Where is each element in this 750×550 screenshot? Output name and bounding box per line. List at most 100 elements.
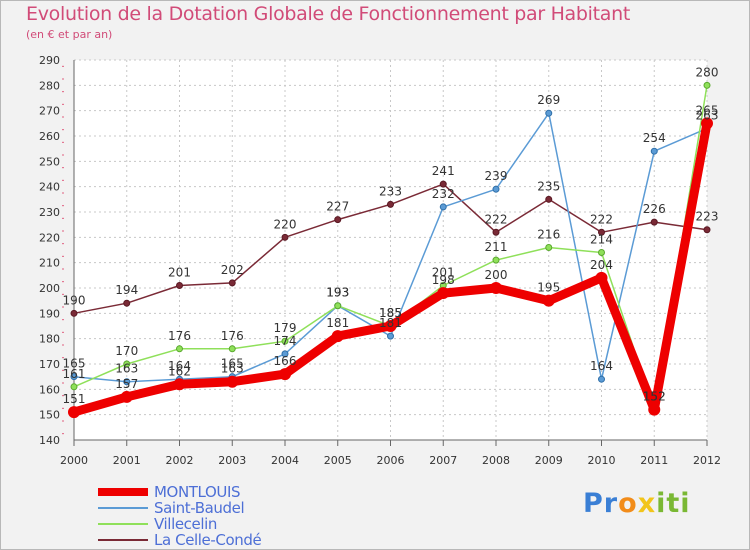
data-point-la-celle-conde [492,228,500,236]
x-tick-label: 2006 [377,454,405,467]
data-label-montlouis: 200 [485,268,508,282]
data-label-montlouis: 151 [63,392,86,406]
legend-swatch-villecelin [98,523,148,525]
x-tick-label: 2004 [271,454,299,467]
data-point-villecelin [228,345,236,353]
data-point-montlouis [120,390,133,403]
data-label-layer: 190 194 201 202 220 227 233 241 222 235 222 226 223 1… [63,65,719,406]
data-point-montlouis [384,320,397,332]
legend-swatch-montlouis [98,488,148,496]
data-label-la-celle-conde: 201 [168,265,191,279]
data-label-villecelin: 185 [379,306,402,320]
x-tick-label: 2011 [640,454,668,467]
x-tick-label: 2010 [588,454,616,467]
series-layer [68,81,713,419]
data-point-la-celle-conde [703,226,711,234]
axis-layer: 1401501601701801902002102202302402502602… [39,54,721,467]
data-point-montlouis [226,375,239,388]
data-label-saint-baudel: 164 [168,359,191,373]
data-label-la-celle-conde: 220 [274,217,297,231]
y-tick-label: 230 [39,206,60,219]
x-tick-label: 2007 [429,454,457,467]
legend-swatch-saint-baudel [98,507,148,509]
data-point-montlouis [68,406,80,419]
data-label-montlouis: 166 [274,354,297,368]
data-point-villecelin [123,360,131,368]
data-point-montlouis [437,287,450,300]
data-point-saint-baudel [650,147,658,155]
data-point-la-celle-conde [281,233,289,241]
data-label-villecelin: 214 [590,233,613,247]
data-label-villecelin: 201 [432,265,455,279]
data-point-villecelin [545,243,553,251]
data-point-montlouis [595,271,608,284]
data-label-villecelin: 179 [274,321,297,335]
data-label-saint-baudel: 193 [326,286,349,300]
data-label-la-celle-conde: 190 [63,293,86,307]
logo-letter: i [656,488,667,519]
data-point-montlouis [279,368,291,381]
legend: MONTLOUIS Saint-Baudel Villecelin La Cel… [98,483,262,549]
data-point-saint-baudel [281,350,289,358]
data-label-saint-baudel: 181 [379,316,402,330]
y-tick-label: 280 [39,79,60,92]
data-point-montlouis [173,378,186,391]
x-tick-label: 2003 [218,454,246,467]
data-point-la-celle-conde [70,309,78,317]
y-tick-label: 160 [39,383,60,396]
y-tick-label: 200 [39,282,60,295]
legend-item-montlouis: MONTLOUIS [98,483,261,501]
legend-item-la-celle-conde: La Celle-Condé [98,531,262,549]
y-tick-label: 170 [39,358,60,371]
data-point-montlouis [542,294,555,307]
legend-item-villecelin: Villecelin [98,515,261,533]
y-tick-label: 140 [39,434,60,447]
y-tick-label: 150 [39,409,60,422]
data-point-saint-baudel [123,378,131,386]
chart-subtitle: (en € et par an) [26,28,113,41]
data-point-la-celle-conde [545,195,553,203]
x-tick-label: 2001 [113,454,141,467]
data-point-la-celle-conde [650,218,658,226]
data-point-la-celle-conde [439,180,447,188]
logo-letter: t [666,488,681,519]
data-label-villecelin: 170 [115,344,138,358]
y-tick-label: 210 [39,257,60,270]
data-label-villecelin: 211 [485,240,508,254]
data-point-villecelin [70,383,78,391]
y-tick-label: 190 [39,307,60,320]
data-label-saint-baudel: 165 [63,357,86,371]
data-label-la-celle-conde: 226 [643,202,666,216]
data-label-saint-baudel: 232 [432,187,455,201]
data-label-la-celle-conde: 222 [590,212,613,226]
logo-letter: x [637,488,657,519]
data-label-villecelin: 176 [221,329,244,343]
logo-letter: o [618,488,638,519]
data-label-montlouis: 185 [379,306,402,320]
x-tick-label: 2000 [60,454,88,467]
data-label-saint-baudel: 163 [115,362,138,376]
data-label-montlouis: 181 [326,316,349,330]
data-label-villecelin: 176 [168,329,191,343]
data-point-la-celle-conde [228,279,236,287]
y-tick-label: 240 [39,181,60,194]
data-label-saint-baudel: 165 [221,357,244,371]
data-point-villecelin [492,256,500,264]
data-point-montlouis [331,330,344,343]
data-point-la-celle-conde [598,228,605,236]
data-label-villecelin: 280 [696,65,719,79]
data-point-saint-baudel [70,373,78,381]
data-point-villecelin [703,81,711,89]
data-label-montlouis: 157 [115,377,138,391]
proxiti-logo: Proxiti [583,488,691,519]
y-tick-label: 290 [39,54,60,67]
data-label-villecelin: 216 [537,227,560,241]
data-point-villecelin [281,337,289,345]
logo-letter: P [583,488,604,519]
data-label-la-celle-conde: 241 [432,164,455,178]
data-label-saint-baudel: 254 [643,131,666,145]
data-label-saint-baudel: 239 [485,169,508,183]
y-tick-label: 260 [39,130,60,143]
data-label-saint-baudel: 269 [537,93,560,107]
data-label-montlouis: 198 [432,273,455,287]
